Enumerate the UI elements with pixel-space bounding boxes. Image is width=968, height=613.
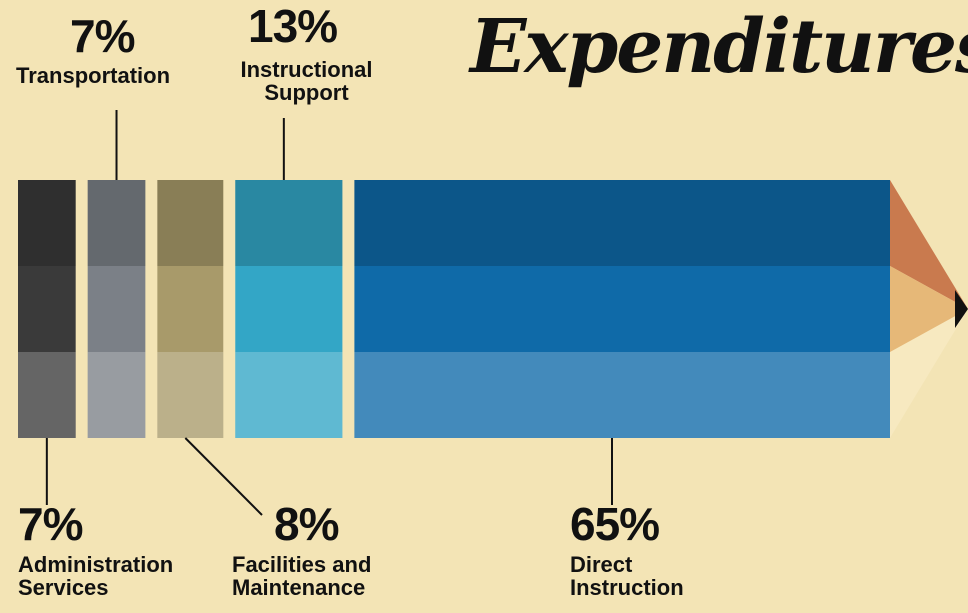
- percent-label: 7%: [70, 10, 135, 62]
- bar-segment: [235, 180, 343, 438]
- percent-label: 13%: [248, 0, 338, 52]
- category-label: Instructional Support: [240, 57, 373, 106]
- segment-shade-bottom: [354, 352, 890, 438]
- percent-label: 8%: [274, 498, 339, 550]
- bar-segment: [87, 180, 146, 438]
- bar-segment: [157, 180, 224, 438]
- segment-shade-top: [235, 180, 343, 266]
- percent-label: 7%: [18, 498, 83, 550]
- category-label: Administration Services: [18, 552, 174, 601]
- segment-shade-top: [18, 180, 76, 266]
- category-label: Transportation: [16, 63, 171, 88]
- bar-segment: [18, 180, 76, 438]
- segment-shade-top: [87, 180, 146, 266]
- segment-shade-top: [157, 180, 224, 266]
- segment-shade-bottom: [18, 352, 76, 438]
- category-label: Facilities and Maintenance: [232, 552, 372, 601]
- leader-line: [184, 437, 263, 516]
- segment-shade-bottom: [87, 352, 146, 438]
- pencil-lead: [955, 290, 968, 328]
- category-label: Direct Instruction: [570, 552, 684, 601]
- segment-shade-top: [354, 180, 890, 266]
- chart-title: Expenditures: [470, 4, 968, 90]
- segment-shade-bottom: [157, 352, 224, 438]
- percent-label: 65%: [570, 498, 660, 550]
- segment-shade-bottom: [235, 352, 343, 438]
- pencil-tip-mid: [890, 266, 968, 352]
- bar-segment: [354, 180, 890, 438]
